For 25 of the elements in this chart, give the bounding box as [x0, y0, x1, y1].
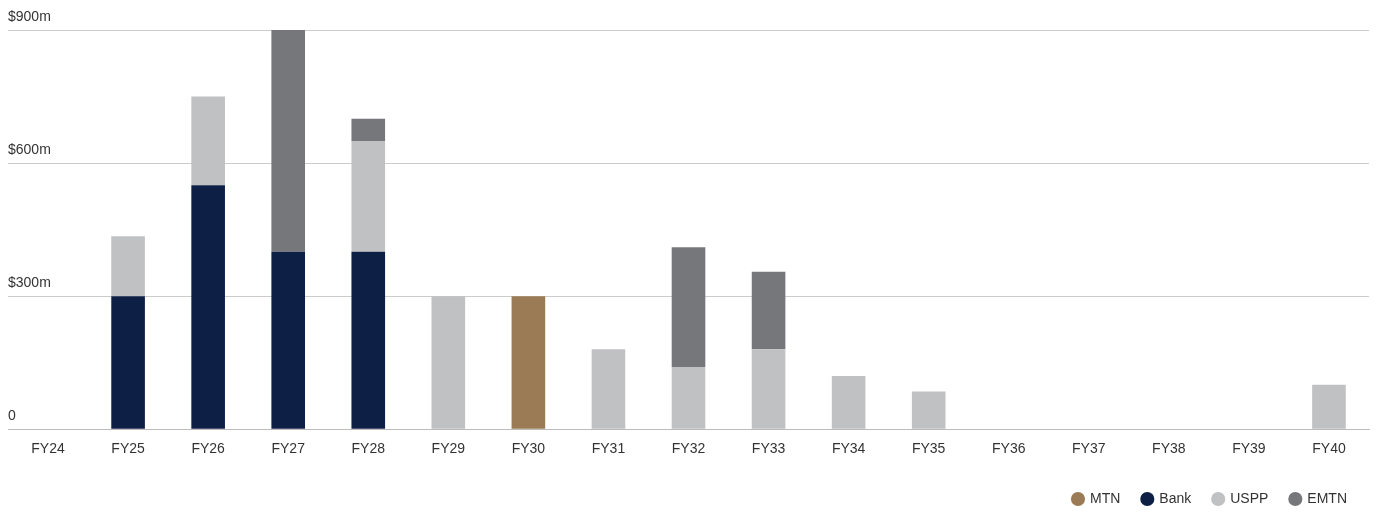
x-tick-label: FY38 — [1152, 440, 1186, 457]
x-tick-label: FY30 — [511, 440, 546, 457]
legend-label: Bank — [1159, 489, 1193, 506]
x-tick-label: FY27 — [271, 440, 306, 457]
x-tick-label: FY37 — [1072, 440, 1106, 457]
x-tick-label: FY25 — [111, 440, 146, 457]
x-tick-label: FY34 — [831, 440, 866, 457]
y-tick-label: $600m — [8, 140, 51, 157]
x-tick-label: FY31 — [591, 440, 626, 457]
y-tick-label: $300m — [8, 273, 51, 290]
x-tick-label: FY29 — [431, 440, 466, 457]
legend-label: EMTN — [1307, 489, 1348, 506]
x-tick-label: FY35 — [911, 440, 946, 457]
x-tick-label: FY28 — [351, 440, 386, 457]
x-tick-label: FY39 — [1232, 440, 1266, 457]
x-tick-label: FY26 — [191, 440, 226, 457]
x-tick-label: FY36 — [992, 440, 1026, 457]
legend-label: USPP — [1230, 489, 1269, 506]
y-tick-label: $900m — [8, 7, 51, 24]
x-tick-label: FY24 — [31, 440, 65, 457]
y-tick-label: 0 — [8, 407, 16, 424]
x-tick-label: FY32 — [671, 440, 706, 457]
x-tick-label: FY40 — [1312, 440, 1346, 457]
x-tick-label: FY33 — [751, 440, 786, 457]
legend-label: MTN — [1089, 489, 1121, 506]
